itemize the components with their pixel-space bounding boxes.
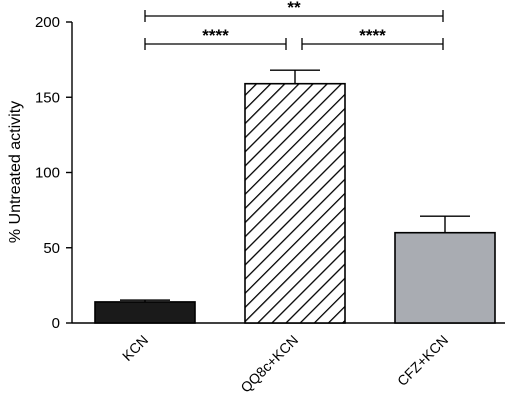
bar-kcn xyxy=(94,301,196,324)
category-label: CFZ+KCN xyxy=(394,332,451,389)
significance-label: **** xyxy=(359,26,386,45)
category-label: QQ8c+KCN xyxy=(237,332,301,396)
significance-label: **** xyxy=(202,26,229,45)
y-tick-label: 150 xyxy=(35,89,60,106)
category-labels: KCN QQ8c+KCN CFZ+KCN xyxy=(119,332,451,396)
y-tick-label: 0 xyxy=(52,315,60,332)
significance-brackets: ****** **** xyxy=(144,0,444,50)
y-tick-label: 200 xyxy=(35,14,60,31)
significance-label: ** xyxy=(287,0,301,17)
y-axis-ticks: 0 50 100 150 200 xyxy=(35,14,72,332)
bar-qq8c-kcn xyxy=(244,82,346,324)
category-label: KCN xyxy=(119,332,151,364)
y-axis-label: % Untreated activity xyxy=(7,101,24,243)
y-tick-label: 100 xyxy=(35,165,60,182)
bar-cfz-kcn xyxy=(394,231,496,324)
bars xyxy=(94,69,496,324)
y-tick-label: 50 xyxy=(43,240,60,257)
